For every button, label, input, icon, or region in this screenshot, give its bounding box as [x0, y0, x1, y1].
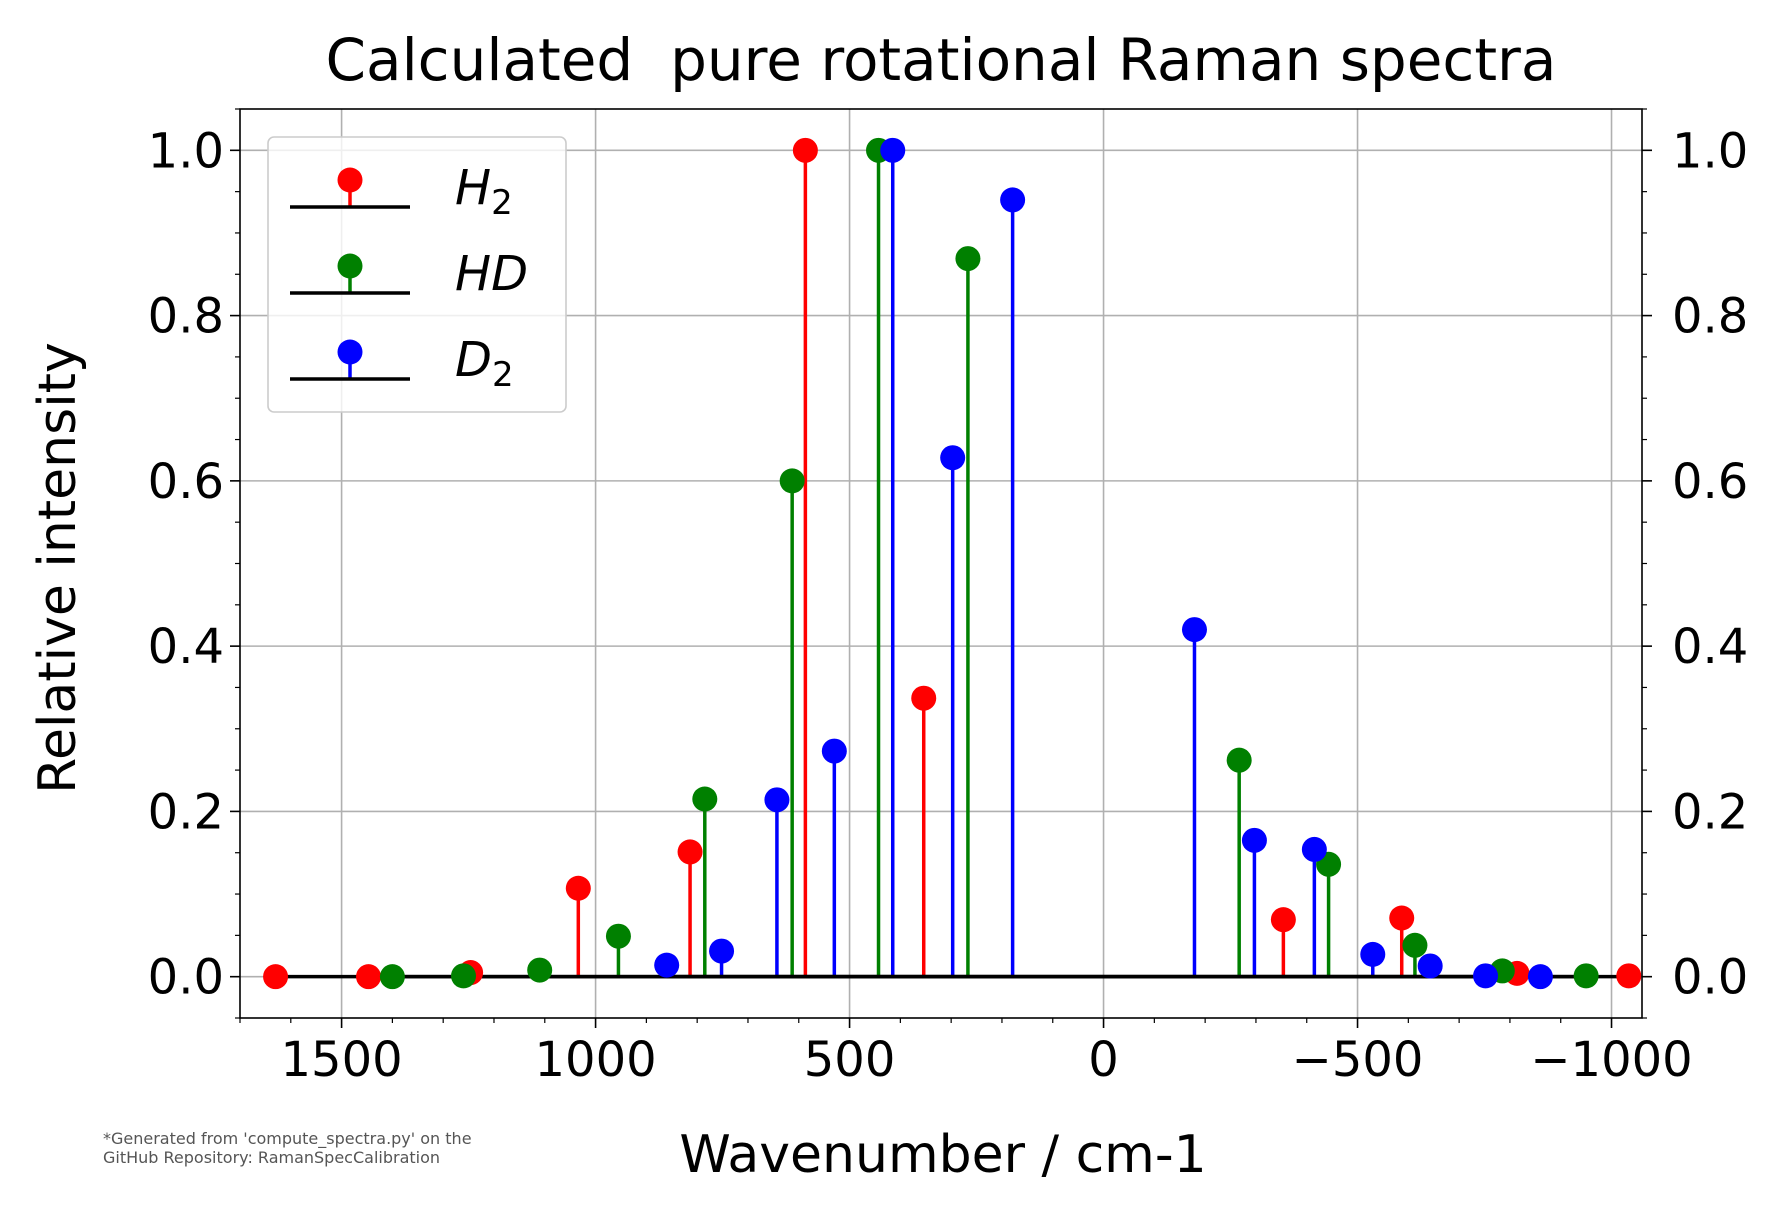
stem-marker [1616, 963, 1642, 989]
stem-marker [1417, 953, 1443, 979]
stem-marker [565, 875, 591, 901]
stem-marker [955, 246, 981, 272]
stem-marker [692, 786, 718, 812]
plot-area [263, 137, 1642, 990]
stem-marker [356, 964, 382, 990]
stem-marker [709, 938, 735, 964]
y-tick-label-left: 0.4 [148, 619, 224, 675]
stem-marker [880, 137, 906, 163]
y-tick-label-right: 0.6 [1672, 454, 1748, 510]
y-tick-label-right: 0.2 [1672, 784, 1748, 840]
y-tick-label-left: 0.0 [148, 950, 224, 1006]
y-tick-label-right: 0.0 [1672, 950, 1748, 1006]
stem-marker [821, 738, 847, 764]
stem-marker [1226, 747, 1252, 773]
legend-marker [337, 253, 363, 279]
stem-marker [1360, 941, 1386, 967]
legend-item: HD [290, 246, 528, 302]
legend-marker [337, 167, 363, 193]
stem-marker [1573, 963, 1599, 989]
legend-item: D2 [290, 332, 514, 395]
legend-label-subscript: 2 [492, 355, 514, 395]
stem-marker [940, 445, 966, 471]
stem-marker [654, 952, 680, 978]
x-axis-label: Wavenumber / cm-1 [679, 1125, 1206, 1185]
legend-marker [337, 339, 363, 365]
stem-marker [1000, 187, 1026, 213]
stem-marker [263, 964, 289, 990]
stem-marker [1389, 905, 1415, 931]
stem-marker [779, 468, 805, 494]
chart-title: Calculated pure rotational Raman spectra [326, 26, 1557, 94]
footnote-line-1: *Generated from 'compute_spectra.py' on … [103, 1129, 472, 1148]
x-tick-label: 0 [1088, 1032, 1119, 1088]
stem-marker [764, 787, 790, 813]
y-tick-label-right: 0.8 [1672, 289, 1748, 345]
x-tick-label: 1500 [281, 1032, 403, 1088]
y-tick-label-left: 0.8 [148, 289, 224, 345]
footnote: *Generated from 'compute_spectra.py' on … [103, 1129, 472, 1167]
series-d2 [664, 150, 1488, 977]
stem-marker [677, 839, 703, 865]
y-tick-label-left: 0.6 [148, 454, 224, 510]
stem-marker [451, 963, 477, 989]
y-axis-label: Relative intensity [28, 342, 88, 794]
stem-marker [1527, 964, 1553, 990]
x-tick-label: 500 [804, 1032, 896, 1088]
axis-ticks: 1500 1000 500 0 −500 −1000 0.0 0.0 0.2 0.2 0.4 0.4 0… [148, 108, 1748, 1088]
stem-marker [1181, 617, 1207, 643]
x-tick-label: −500 [1292, 1032, 1424, 1088]
x-tick-label: 1000 [535, 1032, 657, 1088]
stem-marker [1402, 932, 1428, 958]
stem-marker [1301, 836, 1327, 862]
stem-marker [792, 137, 818, 163]
stem-marker [911, 685, 937, 711]
stem-marker [379, 964, 405, 990]
stem-marker [527, 957, 553, 983]
y-tick-label-right: 0.4 [1672, 619, 1748, 675]
x-tick-label: −1000 [1530, 1032, 1692, 1088]
stem-marker [605, 923, 631, 949]
footnote-line-2: GitHub Repository: RamanSpecCalibration [103, 1148, 441, 1167]
legend-label: HD [455, 246, 528, 302]
stem-marker [1270, 907, 1296, 933]
stem-marker [1473, 963, 1499, 989]
y-tick-label-right: 1.0 [1672, 123, 1748, 179]
y-tick-label-left: 0.2 [148, 784, 224, 840]
stem-marker [1241, 827, 1267, 853]
legend-label-subscript: 2 [491, 183, 513, 223]
series-hd [461, 150, 1588, 977]
y-tick-label-left: 1.0 [148, 123, 224, 179]
